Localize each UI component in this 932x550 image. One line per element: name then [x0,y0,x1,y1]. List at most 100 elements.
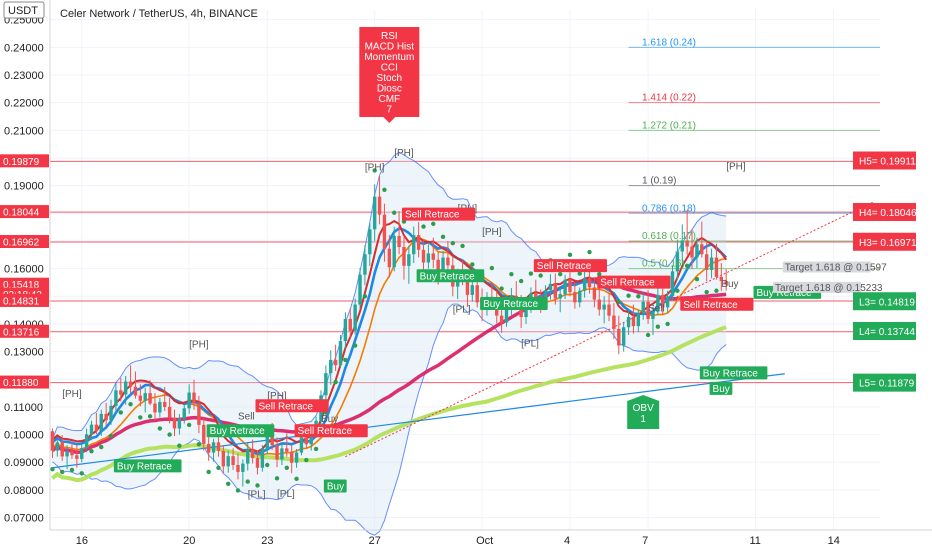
sar-dot [626,293,631,298]
target-label: Target 1.618 @ 0.1597 [785,262,887,273]
candle-body [607,304,611,316]
candle-body [685,240,689,247]
candle-body [636,313,641,327]
candle-body [641,301,645,314]
annotations: 1.618 (0.24) 1.414 (0.22) 1.272 (0.21) 1 (0… [62,27,917,501]
annotation-label: Sell Retrace [600,278,655,289]
annotation-text: [PH] [726,162,746,173]
annotation-box [255,399,329,413]
annotation-box [597,275,671,289]
sar-dot [118,410,123,415]
candle-body [309,435,313,445]
sar-dot [528,271,534,276]
sar-dot [99,444,104,450]
price-tag-box [0,235,49,249]
fib-label: 0.786 (0.18) [642,203,696,214]
candle-body [333,359,338,366]
divergence-text: CCI [381,63,398,74]
sar-dot [460,243,465,249]
price-axis: 0.250000.240000.230000.220000.210000.200… [0,0,51,550]
annotation-box [206,424,275,438]
annotation-box [323,479,347,493]
ma-100-line [51,325,727,483]
candle-body [426,253,431,263]
sar-dot [352,343,358,348]
candle-body [709,257,714,270]
candle-body [690,246,694,258]
price-tag-label: 0.13716 [3,327,40,338]
candle-body [289,451,294,463]
fib-label: 1.414 (0.22) [642,93,696,104]
candle-body [197,403,201,425]
y-tick-label: 0.19000 [4,181,44,193]
sar-dot [499,286,504,291]
fib-label: 1.272 (0.21) [642,120,696,131]
pivot-tag-label: H5= 0.19911 [859,156,916,167]
bollinger-fill [52,152,727,536]
candle-body [343,318,348,342]
annotation-label: Sell Retrace [405,210,460,221]
candle-body [358,274,362,305]
candle-body [597,299,601,310]
sar-dot [382,187,387,192]
candle-body [578,290,582,303]
candle-body [177,418,182,429]
candle-body [241,463,245,472]
annotation-box [533,259,607,273]
sar-dot [274,476,280,481]
candle-body [612,315,616,329]
sar-dot [265,462,270,468]
candle-body [70,451,74,456]
divergence-text: RSI [381,31,398,42]
sar-dot [284,465,289,470]
divergence-text: Momentum [364,52,414,63]
candle-body [250,449,255,459]
sar-dot [392,210,397,215]
sar-dot [538,273,543,278]
annotation-text: [PL] [248,490,266,501]
price-tag-box [0,277,49,291]
candle-body [109,405,113,421]
candle-body [270,435,274,446]
chart-title: Celer Network / TetherUS, 4h, BINANCE [60,8,258,20]
candle-body [65,451,69,457]
candle-body [499,315,504,323]
sar-dot [489,265,495,271]
annotation-label: Sell Retrace [683,300,738,311]
candle-body [617,328,621,346]
candle-body [265,435,269,449]
y-tick-label: 0.11000 [4,402,43,414]
price-tag-box [0,375,49,389]
price-tag-box [0,293,49,307]
candle-body [299,437,304,453]
candle-body [416,235,421,250]
candle-body [94,424,99,431]
pivot-tag-box [853,151,916,170]
candle-body [324,373,328,396]
candle-body [421,249,426,263]
candle-body [407,254,411,266]
price-tag-label: 0.16962 [3,238,40,249]
sar-dot [362,294,368,299]
candle-body [246,449,250,464]
sar-dot [597,271,602,277]
sar-dot [558,271,563,277]
candle-body [475,285,479,303]
y-tick-label: 0.08000 [4,485,44,497]
x-tick-label: 14 [828,535,840,547]
bollinger-upper [51,151,727,440]
annotation-box [480,296,548,310]
sar-dot [147,414,153,419]
obv-text: OBV [633,403,654,414]
candle-body [216,442,221,451]
candle-body [255,458,260,468]
sar-dot [235,488,241,493]
candle-body [133,386,138,396]
candle-body [60,442,64,457]
fib-label: 0.5 (0.16) [642,259,685,270]
sar-dot [138,415,143,420]
candle-body [519,304,523,318]
annotation-label: Buy Retrace [117,461,172,472]
candle-body [631,317,636,327]
